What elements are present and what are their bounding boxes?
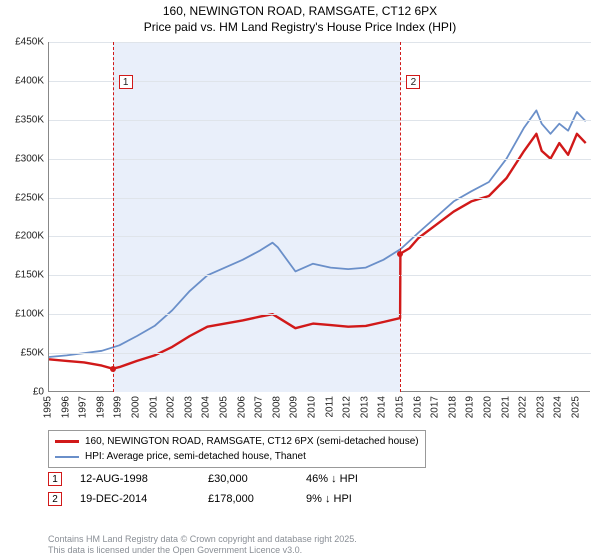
y-tick-label: £50K: [21, 348, 44, 359]
x-tick-label: 2009: [289, 396, 300, 418]
x-tick-label: 2002: [166, 396, 177, 418]
x-tick-label: 2024: [553, 396, 564, 418]
x-tick-label: 2004: [201, 396, 212, 418]
gridline: [49, 159, 591, 160]
event-vline: [400, 42, 401, 392]
x-tick-label: 2021: [500, 396, 511, 418]
legend-label-hpi: HPI: Average price, semi-detached house,…: [85, 449, 306, 464]
events-table: 1 12-AUG-1998 £30,000 46% ↓ HPI 2 19-DEC…: [48, 472, 590, 512]
x-tick-label: 1995: [43, 396, 54, 418]
plot-region: 12: [48, 42, 590, 392]
legend-swatch-hpi: [55, 456, 79, 458]
event-date: 19-DEC-2014: [80, 493, 190, 505]
chart-area: 12: [48, 42, 590, 422]
x-tick-label: 2016: [412, 396, 423, 418]
x-tick-label: 2006: [236, 396, 247, 418]
footer-line-2: This data is licensed under the Open Gov…: [48, 545, 357, 556]
gridline: [49, 120, 591, 121]
y-tick-label: £200K: [15, 231, 44, 242]
event-vline: [113, 42, 114, 392]
x-tick-label: 2001: [148, 396, 159, 418]
footer-attribution: Contains HM Land Registry data © Crown c…: [48, 534, 357, 557]
x-tick-label: 2015: [394, 396, 405, 418]
x-tick-label: 2023: [535, 396, 546, 418]
event-date: 12-AUG-1998: [80, 473, 190, 485]
legend-label-price-paid: 160, NEWINGTON ROAD, RAMSGATE, CT12 6PX …: [85, 434, 419, 449]
y-tick-label: £450K: [15, 37, 44, 48]
gridline: [49, 353, 591, 354]
sale-marker-dot: [397, 251, 403, 257]
gridline: [49, 275, 591, 276]
y-tick-label: £100K: [15, 309, 44, 320]
gridline: [49, 198, 591, 199]
event-row: 2 19-DEC-2014 £178,000 9% ↓ HPI: [48, 492, 590, 506]
x-tick-label: 2003: [183, 396, 194, 418]
x-tick-label: 2007: [254, 396, 265, 418]
x-tick-label: 2018: [447, 396, 458, 418]
event-delta: 46% ↓ HPI: [306, 473, 406, 485]
title-line-2: Price paid vs. HM Land Registry's House …: [0, 19, 600, 35]
x-tick-label: 1996: [60, 396, 71, 418]
event-marker-on-chart: 2: [406, 75, 420, 89]
gridline: [49, 236, 591, 237]
event-price: £178,000: [208, 493, 288, 505]
event-price: £30,000: [208, 473, 288, 485]
legend-row-price-paid: 160, NEWINGTON ROAD, RAMSGATE, CT12 6PX …: [55, 434, 419, 449]
x-tick-label: 2000: [130, 396, 141, 418]
event-delta: 9% ↓ HPI: [306, 493, 406, 505]
x-tick-label: 2020: [482, 396, 493, 418]
x-tick-label: 1999: [113, 396, 124, 418]
y-tick-label: £250K: [15, 192, 44, 203]
event-marker-on-chart: 1: [119, 75, 133, 89]
x-tick-label: 2005: [218, 396, 229, 418]
legend: 160, NEWINGTON ROAD, RAMSGATE, CT12 6PX …: [48, 430, 426, 468]
gridline: [49, 314, 591, 315]
title-line-1: 160, NEWINGTON ROAD, RAMSGATE, CT12 6PX: [0, 3, 600, 19]
series-hpi: [49, 110, 586, 357]
gridline: [49, 42, 591, 43]
footer-line-1: Contains HM Land Registry data © Crown c…: [48, 534, 357, 545]
x-tick-label: 2012: [342, 396, 353, 418]
series-svg: [49, 42, 591, 392]
legend-row-hpi: HPI: Average price, semi-detached house,…: [55, 449, 419, 464]
x-tick-label: 2013: [359, 396, 370, 418]
x-tick-label: 2025: [570, 396, 581, 418]
x-tick-label: 1997: [78, 396, 89, 418]
event-marker-1: 1: [48, 472, 62, 486]
x-tick-label: 2019: [465, 396, 476, 418]
y-tick-label: £300K: [15, 153, 44, 164]
y-tick-label: £350K: [15, 114, 44, 125]
legend-swatch-price-paid: [55, 440, 79, 443]
x-tick-label: 1998: [95, 396, 106, 418]
x-tick-label: 2008: [271, 396, 282, 418]
x-tick-label: 2014: [377, 396, 388, 418]
y-tick-label: £400K: [15, 75, 44, 86]
event-row: 1 12-AUG-1998 £30,000 46% ↓ HPI: [48, 472, 590, 486]
x-tick-label: 2011: [324, 396, 335, 418]
y-tick-label: £150K: [15, 270, 44, 281]
x-tick-label: 2022: [518, 396, 529, 418]
x-tick-label: 2010: [306, 396, 317, 418]
sale-marker-dot: [110, 366, 116, 372]
series-price_paid: [49, 134, 586, 369]
event-marker-2: 2: [48, 492, 62, 506]
chart-title: 160, NEWINGTON ROAD, RAMSGATE, CT12 6PX …: [0, 0, 600, 35]
x-tick-label: 2017: [430, 396, 441, 418]
